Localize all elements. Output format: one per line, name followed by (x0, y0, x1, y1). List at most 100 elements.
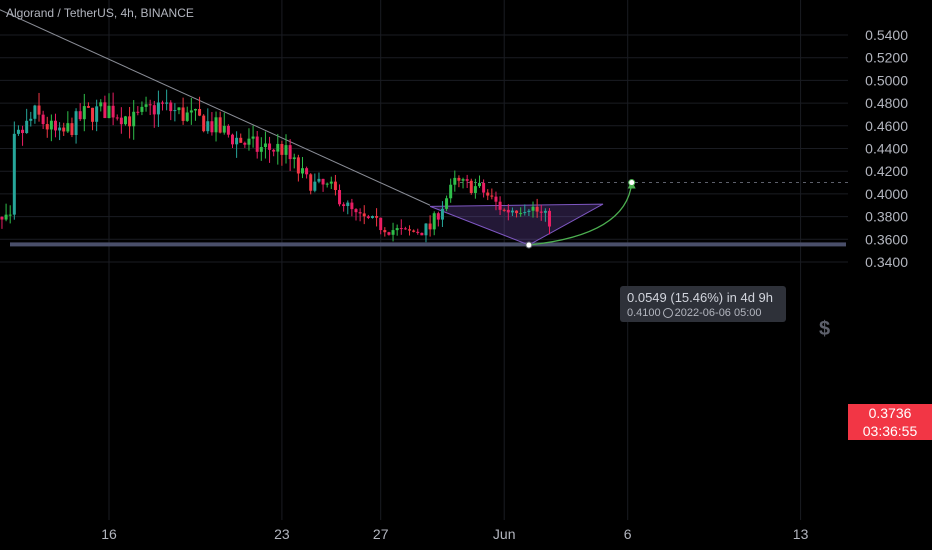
drawing-overlays[interactable] (0, 3, 848, 247)
y-tick-label: 0.4800 (865, 95, 908, 111)
candle-body (177, 107, 181, 111)
candle-body (305, 168, 309, 175)
candle-body (115, 117, 119, 119)
candle-body (486, 192, 490, 196)
candle-body (41, 114, 45, 125)
candle-body (416, 231, 420, 233)
candle-body (268, 143, 272, 150)
candle-body (440, 208, 444, 220)
time-axis[interactable]: 16 23 27 Jun 6 13 (101, 526, 808, 542)
candle-body (428, 223, 432, 230)
candle-body (243, 142, 247, 145)
candle-body (226, 125, 230, 135)
candle-body (206, 121, 210, 132)
x-tick-label: 23 (274, 526, 290, 542)
candle-body (399, 228, 403, 230)
candle-body (235, 137, 239, 145)
candle-body (317, 178, 321, 182)
candle-body (350, 202, 354, 210)
candle-body (420, 232, 424, 236)
dollar-icon[interactable]: $ (819, 318, 831, 340)
candle-body (185, 112, 189, 121)
candle-body (432, 213, 436, 230)
candle-body (103, 102, 107, 119)
candle-body (198, 108, 202, 116)
candle-body (375, 216, 379, 218)
candle-body (288, 145, 292, 160)
y-tick-label: 0.3400 (865, 254, 908, 270)
candle-body (547, 210, 551, 227)
x-tick-label: Jun (493, 526, 516, 542)
candle-body (66, 123, 70, 132)
candle-body (506, 209, 510, 213)
y-tick-label: 0.3600 (865, 231, 908, 247)
candle-body (8, 214, 12, 216)
candle-body (523, 212, 527, 214)
candle-body (391, 230, 395, 235)
candle-body (358, 212, 362, 214)
candle-body (144, 104, 148, 107)
candle-body (263, 143, 267, 148)
candle-body (86, 106, 90, 108)
measure-change: 0.0549 (15.46%) in 4d 9h (627, 290, 773, 305)
candle-body (12, 133, 16, 215)
candle-body (107, 105, 111, 119)
candle-body (469, 180, 473, 193)
candle-body (494, 196, 498, 202)
triangle-pattern[interactable] (429, 203, 604, 246)
candle-body (379, 217, 383, 231)
candle-body (78, 111, 82, 120)
candle-body (284, 145, 288, 155)
candle-body (280, 143, 284, 155)
candle-body (202, 115, 206, 132)
candle-body (49, 120, 53, 130)
candle-body (510, 210, 514, 213)
candle-body (445, 198, 449, 209)
candle-body (457, 177, 461, 181)
candle-body (16, 129, 20, 134)
candle-body (239, 137, 243, 143)
candle-body (519, 213, 523, 215)
price-axis[interactable]: 0.5400 0.5200 0.5000 0.4800 0.4600 0.4400 0.42… (865, 27, 908, 270)
downtrend-line[interactable] (0, 3, 431, 206)
x-tick-label: 6 (624, 526, 632, 542)
projection-start-point[interactable] (525, 241, 533, 249)
candle-body (465, 179, 469, 181)
candle-body (136, 111, 140, 113)
candle-body (325, 183, 329, 185)
candle-body (321, 178, 325, 185)
candle-body (259, 147, 263, 152)
y-tick-label: 0.4400 (865, 141, 908, 157)
drawing-overlays-front[interactable] (525, 179, 636, 249)
projection-arrow[interactable] (528, 182, 633, 246)
y-tick-label: 0.4200 (865, 163, 908, 179)
support-line[interactable] (10, 242, 846, 247)
candle-body (95, 106, 99, 122)
candle-body (531, 206, 535, 211)
candlestick-series (0, 89, 551, 243)
y-tick-label: 0.3800 (865, 209, 908, 225)
candle-body (461, 179, 465, 181)
clock-icon (662, 307, 673, 318)
projection-end-point[interactable] (628, 179, 636, 187)
y-tick-label: 0.5200 (865, 50, 908, 66)
candle-body (210, 121, 214, 133)
candle-body (152, 105, 156, 115)
measure-tooltip: 0.0549 (15.46%) in 4d 9h 0.4100 2022-06-0… (620, 286, 786, 322)
candle-body (333, 181, 337, 191)
current-price-label: 0.3736 (848, 404, 932, 422)
candle-body (0, 216, 4, 220)
candle-body (119, 117, 123, 125)
candle-body (354, 209, 358, 213)
candle-body (313, 181, 317, 191)
candle-body (193, 108, 197, 111)
candle-body (169, 102, 173, 112)
candle-body (370, 216, 374, 218)
candle-body (132, 111, 136, 127)
x-tick-label: 13 (793, 526, 809, 542)
candle-body (366, 216, 370, 218)
candle-body (292, 157, 296, 160)
candle-body (539, 211, 543, 213)
candle-body (453, 177, 457, 185)
